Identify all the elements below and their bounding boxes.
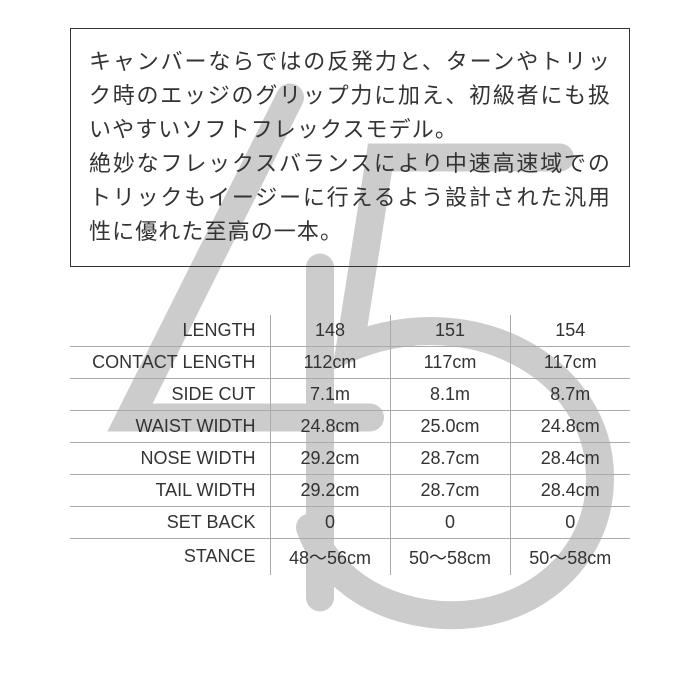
cell: 148 bbox=[270, 315, 390, 347]
cell: 151 bbox=[390, 315, 510, 347]
row-label: TAIL WIDTH bbox=[70, 474, 270, 506]
cell: 50～58cm bbox=[510, 538, 630, 575]
spec-table-body: LENGTH 148 151 154 CONTACT LENGTH 112cm … bbox=[70, 315, 630, 575]
row-label: SET BACK bbox=[70, 506, 270, 538]
cell: 28.4cm bbox=[510, 474, 630, 506]
cell: 0 bbox=[270, 506, 390, 538]
cell: 0 bbox=[510, 506, 630, 538]
cell: 28.7cm bbox=[390, 474, 510, 506]
cell: 154 bbox=[510, 315, 630, 347]
table-row: TAIL WIDTH 29.2cm 28.7cm 28.4cm bbox=[70, 474, 630, 506]
table-row: LENGTH 148 151 154 bbox=[70, 315, 630, 347]
table-row: WAIST WIDTH 24.8cm 25.0cm 24.8cm bbox=[70, 410, 630, 442]
cell: 117cm bbox=[390, 346, 510, 378]
cell: 29.2cm bbox=[270, 442, 390, 474]
row-label: SIDE CUT bbox=[70, 378, 270, 410]
cell: 24.8cm bbox=[270, 410, 390, 442]
cell: 25.0cm bbox=[390, 410, 510, 442]
cell: 24.8cm bbox=[510, 410, 630, 442]
table-row: SIDE CUT 7.1m 8.1m 8.7m bbox=[70, 378, 630, 410]
cell: 7.1m bbox=[270, 378, 390, 410]
row-label: WAIST WIDTH bbox=[70, 410, 270, 442]
row-label: CONTACT LENGTH bbox=[70, 346, 270, 378]
row-label: STANCE bbox=[70, 538, 270, 575]
description-text: キャンバーならではの反発力と、ターンやトリック時のエッジのグリップ力に加え、初級… bbox=[89, 45, 611, 250]
cell: 117cm bbox=[510, 346, 630, 378]
cell: 50～58cm bbox=[390, 538, 510, 575]
table-row: NOSE WIDTH 29.2cm 28.7cm 28.4cm bbox=[70, 442, 630, 474]
cell: 48～56cm bbox=[270, 538, 390, 575]
spec-table: LENGTH 148 151 154 CONTACT LENGTH 112cm … bbox=[70, 315, 630, 575]
table-row: STANCE 48～56cm 50～58cm 50～58cm bbox=[70, 538, 630, 575]
table-row: SET BACK 0 0 0 bbox=[70, 506, 630, 538]
cell: 29.2cm bbox=[270, 474, 390, 506]
cell: 8.1m bbox=[390, 378, 510, 410]
cell: 112cm bbox=[270, 346, 390, 378]
row-label: NOSE WIDTH bbox=[70, 442, 270, 474]
cell: 8.7m bbox=[510, 378, 630, 410]
row-label: LENGTH bbox=[70, 315, 270, 347]
cell: 28.7cm bbox=[390, 442, 510, 474]
description-box: キャンバーならではの反発力と、ターンやトリック時のエッジのグリップ力に加え、初級… bbox=[70, 28, 630, 267]
cell: 0 bbox=[390, 506, 510, 538]
cell: 28.4cm bbox=[510, 442, 630, 474]
table-row: CONTACT LENGTH 112cm 117cm 117cm bbox=[70, 346, 630, 378]
